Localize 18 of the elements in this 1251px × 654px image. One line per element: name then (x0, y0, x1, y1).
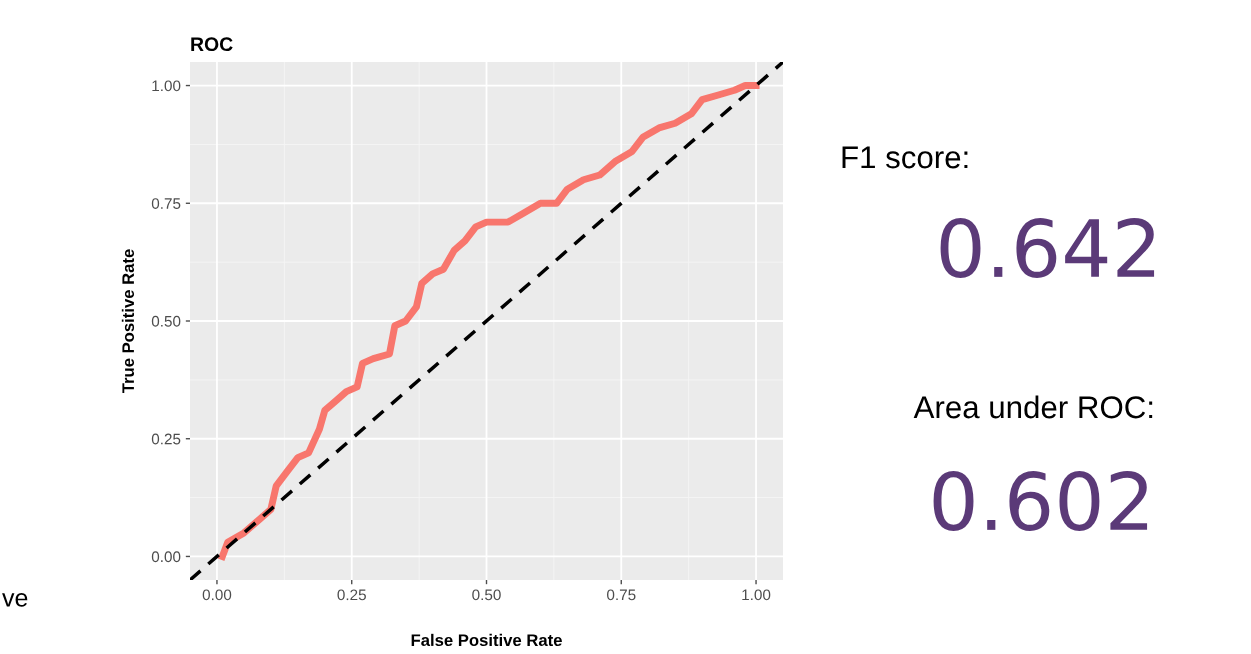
y-tick-label: 0.50 (151, 315, 181, 327)
text: 0.642 (940, 218, 1155, 278)
text: 0.602 (933, 471, 1148, 531)
chart-title: ROC (191, 37, 233, 52)
y-tick-label: 0.25 (151, 433, 181, 445)
x-tick-label: 0.50 (472, 589, 501, 601)
text: ve (2, 593, 28, 607)
y-axis-title: True Positive Rate (121, 249, 135, 394)
x-axis-title: False Positive Rate (411, 633, 562, 647)
x-tick-label: 0.75 (607, 589, 636, 601)
text: F1 score: (842, 146, 968, 169)
y-tick-label: 1.00 (152, 80, 181, 92)
x-tick-label: 0.00 (202, 589, 232, 601)
x-tick-label: 1.00 (742, 589, 771, 601)
text: Area under ROC: (913, 395, 1153, 419)
y-tick-label: 0.00 (151, 551, 181, 563)
y-tick-label: 0.75 (151, 198, 181, 209)
x-tick-label: 0.25 (337, 589, 366, 601)
